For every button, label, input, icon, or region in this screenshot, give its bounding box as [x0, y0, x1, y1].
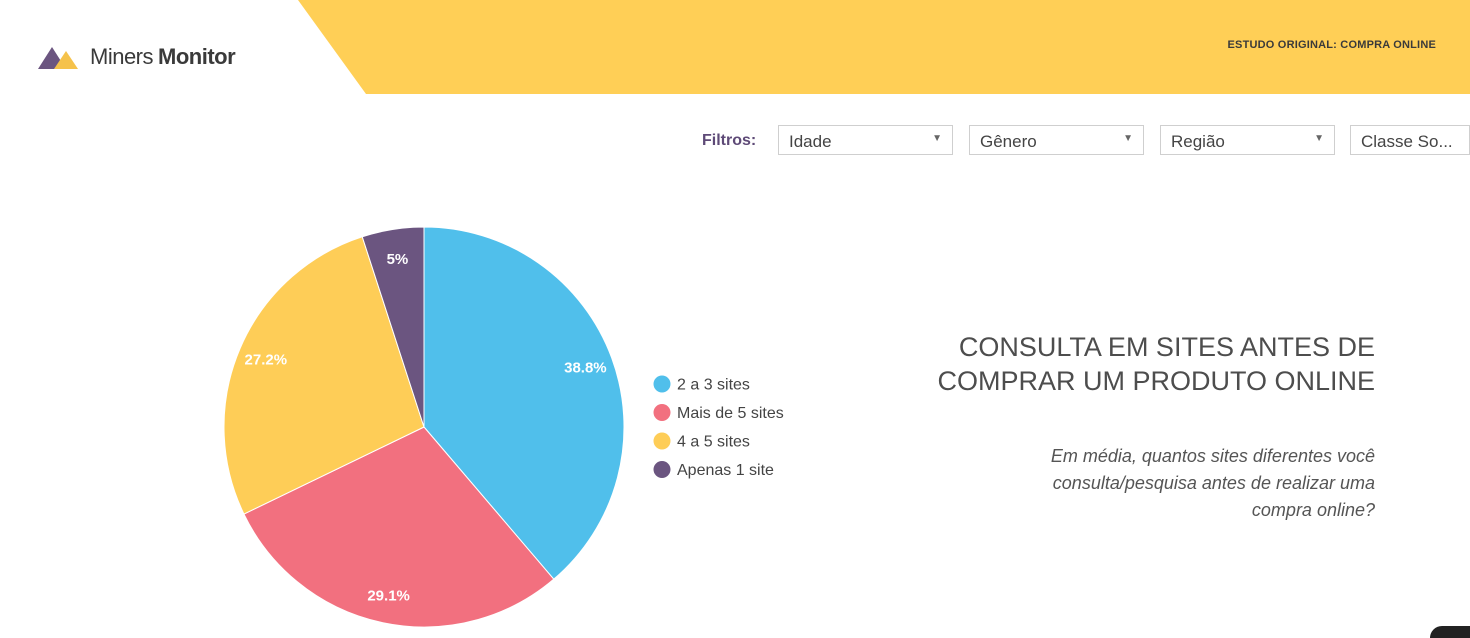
caret-down-icon: ▼: [1123, 133, 1133, 144]
chart-title: CONSULTA EM SITES ANTES DE COMPRAR UM PR…: [937, 332, 1375, 396]
legend-item-label[interactable]: Apenas 1 site: [677, 462, 774, 479]
filter-select-regiao[interactable]: Região ▼: [1160, 125, 1335, 155]
pie-chart: 38.8% 29.1% 27.2% 5% 2 a 3 sites Mais de 5 s…: [223, 226, 784, 628]
pie-slice-label: 38.8%: [564, 360, 607, 377]
logo-word-miners: Miners: [90, 44, 154, 69]
pie-slices: [223, 226, 625, 628]
legend-item-label[interactable]: 4 a 5 sites: [677, 434, 750, 451]
filter-select-classe-social[interactable]: Classe So...: [1350, 125, 1470, 155]
legend-swatch: [653, 375, 671, 393]
chart-question: Em média, quantos sites diferentes você …: [1050, 446, 1375, 520]
chat-widget-button[interactable]: [1430, 626, 1470, 638]
filter-select-idade[interactable]: Idade ▼: [778, 125, 953, 155]
legend-swatch: [653, 404, 671, 421]
logo[interactable]: Miners Monitor: [38, 44, 236, 70]
filters-label: Filtros:: [702, 132, 757, 149]
filter-select-value: Classe So...: [1361, 132, 1453, 151]
study-label[interactable]: ESTUDO ORIGINAL: COMPRA ONLINE: [1227, 39, 1436, 51]
logo-word-monitor: Monitor: [158, 44, 236, 69]
logo-text: Miners Monitor: [90, 44, 236, 70]
caret-down-icon: ▼: [932, 133, 942, 144]
mountains-icon: [38, 47, 78, 69]
legend-swatch: [653, 461, 671, 478]
legend-item-label[interactable]: Mais de 5 sites: [677, 405, 784, 422]
caret-down-icon: ▼: [1314, 133, 1324, 144]
filter-select-value: Idade: [789, 132, 832, 151]
pie-slice-label: 5%: [387, 251, 409, 268]
chart-legend: 2 a 3 sites Mais de 5 sites 4 a 5 sites Ape…: [653, 375, 784, 479]
filter-select-value: Gênero: [980, 132, 1037, 151]
pie-slice-label: 27.2%: [245, 351, 288, 368]
pie-slice-2-a-3-sites[interactable]: [423, 226, 625, 580]
filter-select-genero[interactable]: Gênero ▼: [969, 125, 1144, 155]
pie-slice-4-a-5-sites[interactable]: [223, 236, 425, 515]
pie-slice-labels: 38.8% 29.1% 27.2% 5%: [245, 251, 607, 604]
pie-slice-apenas-1-site[interactable]: [361, 226, 425, 428]
pie-slice-label: 29.1%: [367, 587, 410, 604]
header-band: [298, 0, 1470, 94]
filter-select-value: Região: [1171, 132, 1225, 151]
legend-swatch: [653, 432, 671, 450]
legend-item-label[interactable]: 2 a 3 sites: [677, 377, 750, 394]
